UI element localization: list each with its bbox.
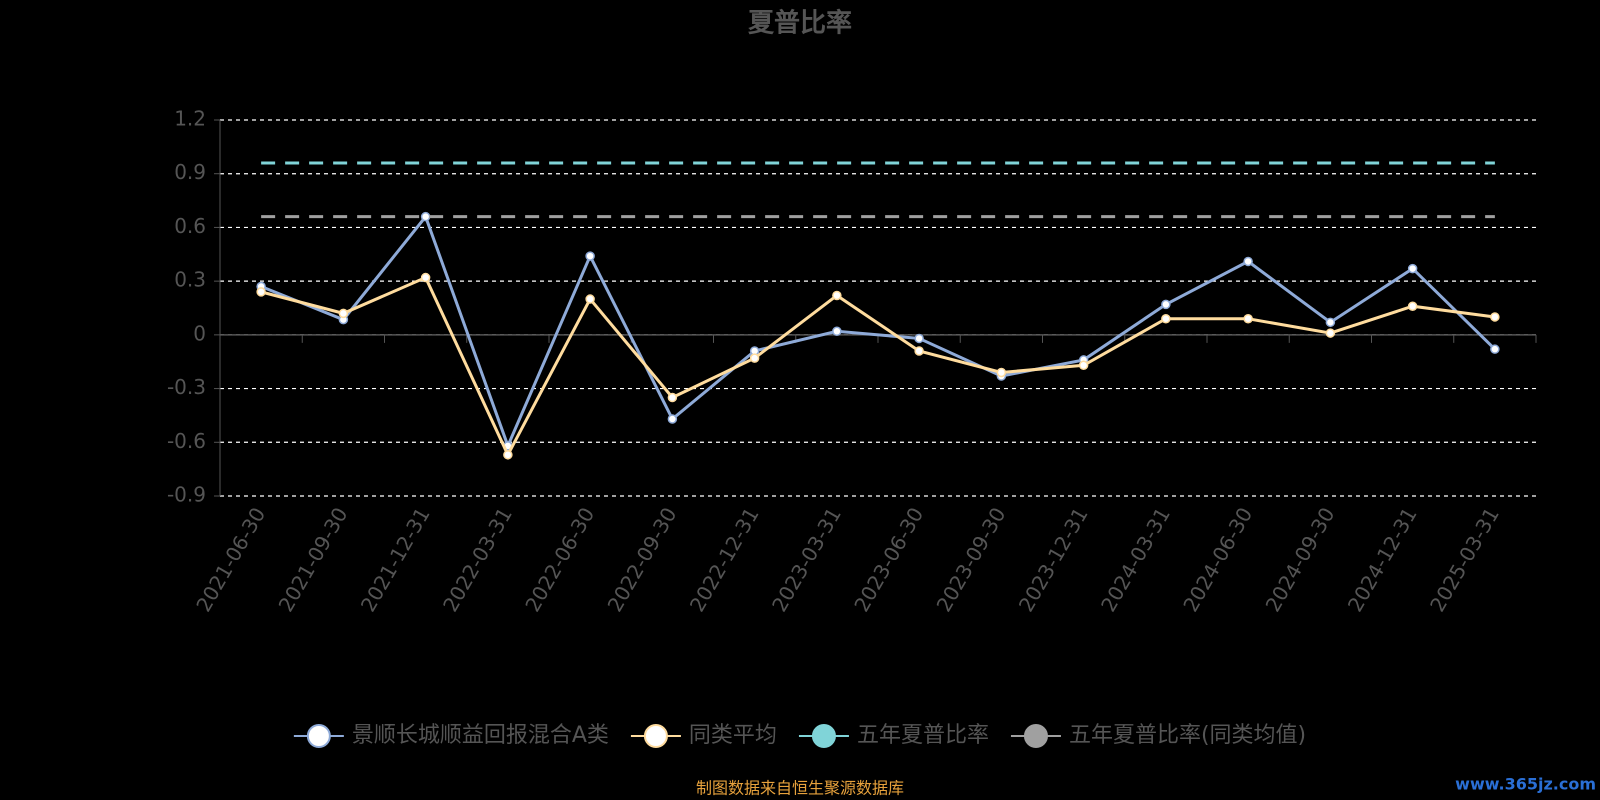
legend-marker xyxy=(306,724,331,748)
legend-marker xyxy=(1023,724,1048,748)
watermark: www.365jz.com xyxy=(1455,775,1596,794)
y-tick-label: -0.3 xyxy=(167,375,206,399)
series-line xyxy=(260,275,1496,459)
data-point xyxy=(338,308,349,319)
legend-marker xyxy=(643,724,668,748)
data-point xyxy=(667,414,678,424)
legend-label: 景顺长城顺益回报混合A类 xyxy=(352,723,609,748)
series-line xyxy=(260,213,1496,450)
data-point xyxy=(1407,301,1418,311)
data-point xyxy=(585,251,595,261)
legend-label: 五年夏普比率(同类均值) xyxy=(1069,723,1306,748)
y-tick-label: -0.6 xyxy=(167,429,206,453)
data-point xyxy=(585,294,595,304)
legend: 景顺长城顺益回报混合A类 同类平均 五年夏普比率 五年夏普比率(同类均值) xyxy=(293,723,1306,748)
legend-label: 同类平均 xyxy=(689,723,777,748)
data-point xyxy=(1243,313,1253,324)
data-point xyxy=(749,353,760,363)
data-point xyxy=(256,287,266,297)
y-tick-label: 0.3 xyxy=(174,268,206,292)
data-point xyxy=(996,367,1007,378)
y-tick-label: 0.6 xyxy=(174,214,206,238)
data-point xyxy=(832,326,842,337)
legend-marker xyxy=(811,724,836,748)
data-point xyxy=(1407,263,1418,274)
data-point xyxy=(1161,313,1171,324)
data-point xyxy=(667,392,678,403)
data-point xyxy=(1325,328,1336,338)
data-point xyxy=(420,211,431,222)
chart-title: 夏普比率 xyxy=(748,8,852,39)
data-point xyxy=(1078,360,1089,371)
data-point xyxy=(1490,312,1500,322)
y-tick-label: -0.9 xyxy=(167,483,206,507)
y-tick-label: 0.9 xyxy=(174,160,206,184)
data-point xyxy=(420,272,431,283)
data-point xyxy=(914,333,924,344)
legend-label: 五年夏普比率 xyxy=(857,723,989,748)
source-note: 制图数据来自恒生聚源数据库 xyxy=(696,779,904,798)
data-point xyxy=(503,450,513,460)
y-tick-label: 0 xyxy=(193,321,206,345)
data-point xyxy=(1243,256,1253,267)
data-point xyxy=(914,346,924,356)
data-point xyxy=(832,290,842,301)
data-point xyxy=(1490,344,1500,354)
data-point xyxy=(1161,299,1171,310)
y-tick-label: 1.2 xyxy=(174,107,206,131)
data-point xyxy=(1325,317,1336,328)
